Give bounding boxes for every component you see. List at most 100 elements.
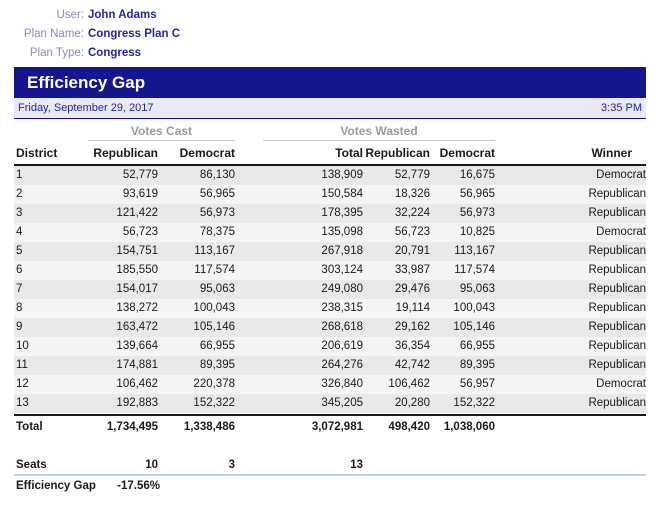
cell-total: 264,276 xyxy=(321,359,363,371)
cell-rep-cast: 139,664 xyxy=(116,340,158,352)
col-democrat-wasted: Democrat xyxy=(439,146,495,160)
cell-dem-cast: 220,378 xyxy=(193,378,235,390)
cell-rep-cast: 192,883 xyxy=(116,397,158,409)
cell-dem-cast: 105,146 xyxy=(193,321,235,333)
cell-total: 249,080 xyxy=(321,283,363,295)
cell-winner: Republican xyxy=(588,321,646,333)
cell-dem-cast: 100,043 xyxy=(193,302,235,314)
cell-rep-wasted: 20,791 xyxy=(394,245,430,257)
cell-winner: Republican xyxy=(588,340,646,352)
cell-district: 11 xyxy=(16,359,28,371)
cell-dem-wasted: 56,973 xyxy=(459,207,495,219)
col-republican-wasted: Republican xyxy=(365,146,430,160)
total-dem-cast: 1,338,486 xyxy=(183,421,235,433)
seats-democrat: 3 xyxy=(228,459,235,471)
cell-winner: Democrat xyxy=(596,226,646,238)
report-page: User: John Adams Plan Name: Congress Pla… xyxy=(14,6,646,495)
cell-winner: Republican xyxy=(588,397,646,409)
cell-dem-wasted: 113,167 xyxy=(454,245,495,257)
cell-rep-wasted: 29,162 xyxy=(394,321,430,333)
table-row: 2 93,619 56,965 150,584 18,326 56,965 Re… xyxy=(14,185,646,204)
cell-rep-wasted: 42,742 xyxy=(394,359,430,371)
table-row: 5 154,751 113,167 267,918 20,791 113,167… xyxy=(14,242,646,261)
cell-rep-cast: 56,723 xyxy=(122,226,158,238)
cell-dem-wasted: 10,825 xyxy=(459,226,495,238)
cell-rep-wasted: 18,326 xyxy=(394,188,430,200)
cell-dem-cast: 89,395 xyxy=(199,359,235,371)
table-row: 7 154,017 95,063 249,080 29,476 95,063 R… xyxy=(14,280,646,299)
cell-rep-wasted: 36,354 xyxy=(394,340,430,352)
cell-district: 10 xyxy=(16,340,29,352)
table-row: 1 52,779 86,130 138,909 52,779 16,675 De… xyxy=(14,166,646,185)
cell-district: 1 xyxy=(16,169,23,181)
cell-dem-wasted: 66,955 xyxy=(459,340,495,352)
cell-rep-cast: 185,550 xyxy=(116,264,158,276)
cell-winner: Democrat xyxy=(596,169,646,181)
cell-dem-cast: 56,973 xyxy=(199,207,235,219)
col-winner: Winner xyxy=(591,146,632,160)
cell-dem-wasted: 56,957 xyxy=(459,378,495,390)
cell-dem-wasted: 152,322 xyxy=(453,397,495,409)
cell-rep-cast: 121,422 xyxy=(116,207,158,219)
col-democrat-cast: Democrat xyxy=(179,146,235,160)
table-row: 9 163,472 105,146 268,618 29,162 105,146… xyxy=(14,318,646,337)
seats-total: 13 xyxy=(350,459,363,471)
total-label: Total xyxy=(16,421,43,433)
cell-rep-wasted: 29,476 xyxy=(394,283,430,295)
cell-dem-wasted: 56,965 xyxy=(459,188,495,200)
user-label: User: xyxy=(56,9,84,21)
table-row: 10 139,664 66,955 206,619 36,354 66,955 … xyxy=(14,337,646,356)
cell-dem-wasted: 95,063 xyxy=(459,283,495,295)
total-dem-wasted: 1,038,060 xyxy=(443,421,495,433)
cell-rep-wasted: 19,114 xyxy=(395,302,430,314)
cell-rep-cast: 163,472 xyxy=(116,321,158,333)
seats-republican: 10 xyxy=(145,459,158,471)
group-header-row: Votes Cast Votes Wasted xyxy=(14,124,646,141)
efficiency-gap-value: -17.56% xyxy=(117,480,160,492)
cell-rep-cast: 154,751 xyxy=(116,245,158,257)
plan-name-label: Plan Name: xyxy=(23,28,84,40)
table-row: 13 192,883 152,322 345,205 20,280 152,32… xyxy=(14,394,646,413)
cell-rep-cast: 154,017 xyxy=(116,283,158,295)
cell-district: 8 xyxy=(16,302,23,314)
cell-rep-wasted: 52,779 xyxy=(394,169,430,181)
total-row: Total 1,734,495 1,338,486 3,072,981 498,… xyxy=(14,414,646,439)
user-value: John Adams xyxy=(88,9,157,21)
cell-total: 238,315 xyxy=(321,302,363,314)
cell-district: 13 xyxy=(16,397,29,409)
table-row: 4 56,723 78,375 135,098 56,723 10,825 De… xyxy=(14,223,646,242)
cell-total: 150,584 xyxy=(321,188,363,200)
cell-dem-cast: 66,955 xyxy=(199,340,235,352)
cell-rep-cast: 106,462 xyxy=(116,378,158,390)
seats-label: Seats xyxy=(16,459,47,471)
cell-dem-wasted: 117,574 xyxy=(454,264,495,276)
cell-total: 326,840 xyxy=(321,378,363,390)
cell-dem-wasted: 16,675 xyxy=(459,169,495,181)
cell-district: 2 xyxy=(16,188,23,200)
table-row: 12 106,462 220,378 326,840 106,462 56,95… xyxy=(14,375,646,394)
efficiency-gap-row: Efficiency Gap -17.56% xyxy=(14,477,646,495)
column-header-row: District Republican Democrat Total Repub… xyxy=(14,143,646,166)
report-date: Friday, September 29, 2017 xyxy=(18,102,154,114)
cell-rep-cast: 93,619 xyxy=(122,188,158,200)
report-meta: User: John Adams Plan Name: Congress Pla… xyxy=(14,6,646,63)
cell-winner: Republican xyxy=(588,359,646,371)
plan-type-label: Plan Type: xyxy=(29,47,84,59)
table-row: 8 138,272 100,043 238,315 19,114 100,043… xyxy=(14,299,646,318)
page-title: Efficiency Gap xyxy=(27,72,146,92)
cell-total: 135,098 xyxy=(321,226,363,238)
total-votes: 3,072,981 xyxy=(311,421,363,433)
cell-district: 9 xyxy=(16,321,23,333)
total-rep-wasted: 498,420 xyxy=(388,421,430,433)
total-rep-cast: 1,734,495 xyxy=(106,421,158,433)
cell-winner: Democrat xyxy=(596,378,646,390)
report-title-bar: Efficiency Gap xyxy=(14,67,646,98)
cell-dem-cast: 78,375 xyxy=(199,226,235,238)
cell-total: 267,918 xyxy=(321,245,363,257)
cell-rep-wasted: 106,462 xyxy=(388,378,430,390)
cell-district: 3 xyxy=(16,207,23,219)
cell-winner: Republican xyxy=(588,245,646,257)
plan-type-value: Congress xyxy=(88,47,142,59)
cell-dem-cast: 86,130 xyxy=(199,169,235,181)
cell-dem-wasted: 100,043 xyxy=(453,302,495,314)
